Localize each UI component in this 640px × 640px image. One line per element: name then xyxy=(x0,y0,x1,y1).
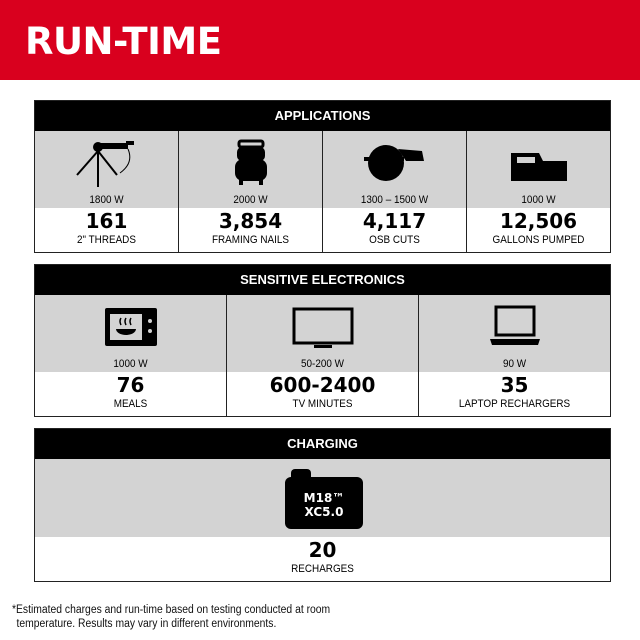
circular-saw-icon xyxy=(363,145,424,181)
label: 2" THREADS xyxy=(77,234,136,246)
value: 4,117 xyxy=(362,209,427,233)
electronics-card: 90 W 35 LAPTOP RECHARGERS xyxy=(418,295,610,416)
wattage: 50-200 W xyxy=(301,358,344,370)
value: 20 xyxy=(308,538,337,562)
label: FRAMING NAILS xyxy=(211,234,290,246)
value: 12,506 xyxy=(499,209,578,233)
page-title: RUN-TIME xyxy=(25,20,222,63)
microwave-icon xyxy=(104,308,157,346)
label: RECHARGES xyxy=(291,563,354,575)
label: GALLONS PUMPED xyxy=(492,234,585,246)
battery-capacity: XC5.0 xyxy=(304,505,344,519)
label: OSB CUTS xyxy=(369,234,420,246)
wattage: 1800 W xyxy=(89,194,124,206)
applications-section: APPLICATIONS 1800 W 161 2" THREADS 2000 W… xyxy=(34,100,611,253)
footnote-line: temperature. Results may vary in differe… xyxy=(16,618,277,630)
air-compressor-icon xyxy=(234,139,267,185)
application-card: 2000 W 3,854 FRAMING NAILS xyxy=(178,131,322,252)
wattage: 1300 – 1500 W xyxy=(360,194,429,206)
label: MEALS xyxy=(113,398,148,410)
section-heading: SENSITIVE ELECTRONICS xyxy=(35,265,610,295)
electronics-card: 50-200 W 600-2400 TV MINUTES xyxy=(226,295,418,416)
charging-section: CHARGING M18™ XC5.0 20 RECHARGES xyxy=(34,428,611,582)
section-heading: CHARGING xyxy=(35,429,610,459)
wattage: 90 W xyxy=(502,358,527,370)
application-card: 1300 – 1500 W 4,117 OSB CUTS xyxy=(322,131,466,252)
wattage: 1000 W xyxy=(113,358,148,370)
footnote: *Estimated charges and run-time based on… xyxy=(12,603,330,631)
application-card: 1800 W 161 2" THREADS xyxy=(35,131,178,252)
section-heading: APPLICATIONS xyxy=(35,101,610,131)
title-banner: RUN-TIME xyxy=(0,0,640,80)
value: 161 xyxy=(85,209,128,233)
value: 3,854 xyxy=(218,209,283,233)
label: TV MINUTES xyxy=(292,398,353,410)
application-card: 1000 W 12,506 GALLONS PUMPED xyxy=(466,131,610,252)
footnote-line: *Estimated charges and run-time based on… xyxy=(12,604,331,616)
value: 76 xyxy=(116,373,145,397)
electronics-card: 1000 W 76 MEALS xyxy=(35,295,226,416)
battery-icon: M18™ XC5.0 xyxy=(285,469,363,529)
wattage: 2000 W xyxy=(233,194,268,206)
battery-model: M18™ xyxy=(303,491,345,505)
electronics-section: SENSITIVE ELECTRONICS 1000 W 76 MEALS 50-… xyxy=(34,264,611,417)
value: 35 xyxy=(500,373,529,397)
laptop-icon xyxy=(489,305,540,345)
label: LAPTOP RECHARGERS xyxy=(458,398,571,410)
value: 600-2400 xyxy=(269,373,376,397)
tv-icon xyxy=(292,307,353,348)
wattage: 1000 W xyxy=(521,194,556,206)
water-pump-icon xyxy=(510,153,567,181)
pipe-threader-icon xyxy=(75,141,134,187)
